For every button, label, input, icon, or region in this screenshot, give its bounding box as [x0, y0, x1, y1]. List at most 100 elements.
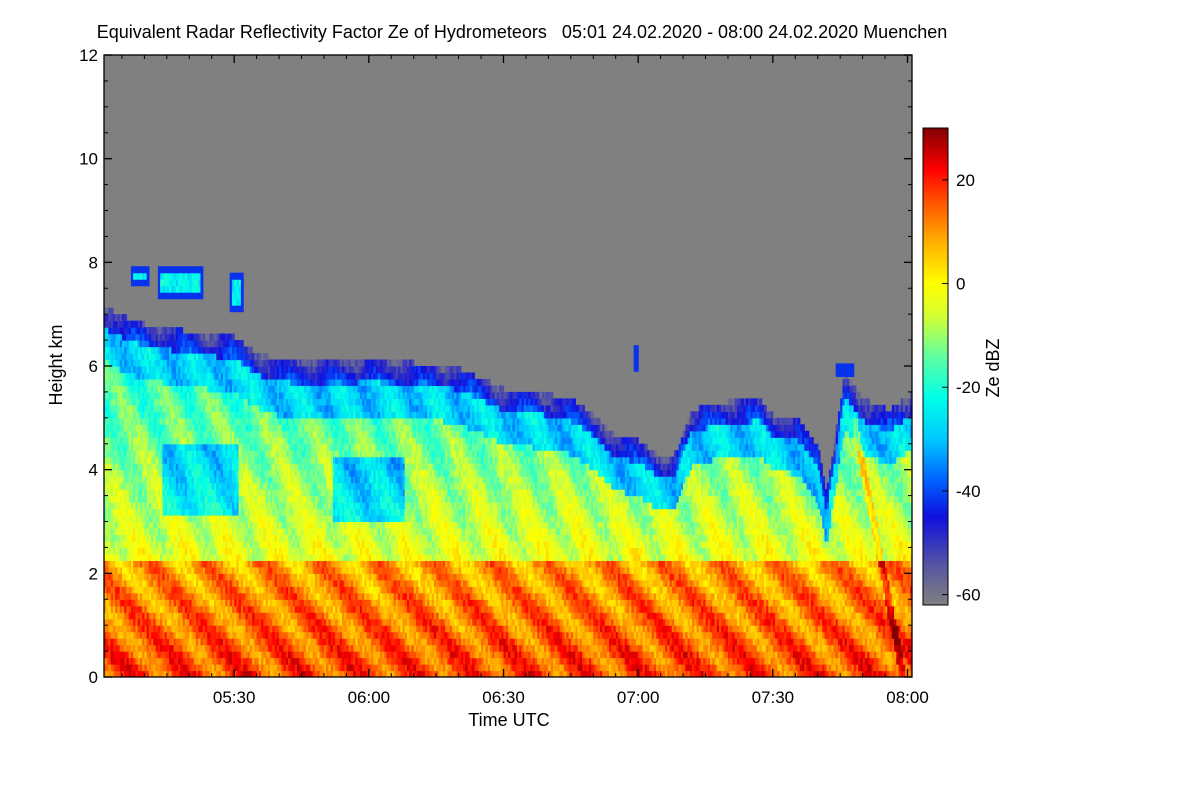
- echo-cell: [110, 605, 114, 613]
- echo-cell: [196, 385, 199, 393]
- echo-cell: [164, 534, 168, 542]
- echo-cell: [193, 605, 197, 613]
- echo-cell: [126, 340, 130, 348]
- echo-cell: [153, 579, 157, 587]
- echo-cell: [128, 372, 132, 380]
- echo-cell: [146, 469, 150, 477]
- echo-cell: [220, 398, 224, 406]
- echo-cell: [137, 527, 141, 536]
- echo-cell: [148, 366, 152, 374]
- echo-cell: [110, 670, 114, 677]
- echo-cell: [146, 417, 150, 425]
- echo-cell: [216, 366, 220, 374]
- echo-cell: [205, 573, 208, 581]
- echo-cell: [187, 573, 190, 581]
- echo-cell: [184, 670, 188, 677]
- echo-cell: [144, 385, 148, 393]
- echo-cell: [205, 385, 208, 393]
- echo-cell: [213, 625, 217, 633]
- echo-cell: [139, 327, 143, 335]
- echo-cell: [137, 579, 141, 587]
- echo-cell: [135, 333, 139, 341]
- echo-cell: [200, 411, 204, 419]
- echo-cell: [108, 547, 112, 555]
- echo-cell: [164, 391, 168, 399]
- echo-cell: [142, 489, 145, 497]
- echo-cell: [213, 502, 217, 510]
- echo-cell: [142, 553, 145, 561]
- echo-cell: [104, 385, 107, 393]
- echo-cell: [169, 495, 172, 503]
- echo-cell: [222, 586, 226, 594]
- echo-cell: [104, 307, 107, 315]
- echo-cell: [115, 417, 119, 425]
- echo-cell: [160, 540, 163, 549]
- echo-cell: [189, 495, 193, 503]
- echo-cell: [146, 521, 150, 529]
- echo-cell: [173, 430, 177, 438]
- echo-cell: [166, 521, 170, 529]
- echo-cell: [191, 612, 195, 620]
- echo-cell: [178, 353, 181, 361]
- echo-cell: [153, 638, 157, 646]
- echo-cell: [104, 495, 107, 503]
- echo-cell: [171, 482, 175, 490]
- echo-cell: [155, 586, 159, 594]
- echo-cell: [180, 385, 184, 393]
- echo-cell: [157, 599, 161, 607]
- echo-cell: [182, 515, 186, 523]
- echo-cell: [222, 566, 226, 574]
- echo-cell: [128, 573, 132, 581]
- echo-cell: [112, 327, 116, 335]
- echo-cell: [126, 489, 130, 497]
- echo-cell: [182, 573, 186, 581]
- echo-cell: [126, 372, 130, 380]
- echo-cell: [108, 404, 112, 412]
- echo-cell: [184, 404, 188, 412]
- echo-cell: [112, 521, 116, 529]
- echo-cell: [104, 346, 107, 354]
- echo-cell: [216, 417, 220, 425]
- echo-cell: [166, 359, 170, 367]
- echo-cell: [227, 553, 231, 561]
- echo-cell: [164, 437, 168, 445]
- echo-cell: [178, 489, 181, 497]
- echo-cell: [110, 592, 114, 600]
- echo-cell: [187, 385, 190, 393]
- echo-cell: [218, 346, 222, 354]
- echo-cell: [222, 424, 226, 432]
- echo-cell: [175, 651, 179, 659]
- echo-cell: [178, 670, 181, 677]
- echo-cell: [187, 515, 190, 523]
- echo-cell: [202, 592, 206, 600]
- echo-cell: [151, 366, 154, 374]
- echo-cell: [175, 612, 179, 620]
- echo-cell: [211, 417, 215, 425]
- echo-cell: [227, 638, 231, 646]
- echo-cell: [139, 592, 143, 600]
- echo-cell: [104, 553, 107, 561]
- echo-cell: [153, 366, 157, 374]
- echo-cell: [173, 327, 177, 335]
- echo-cell: [135, 508, 139, 516]
- echo-cell: [128, 553, 132, 561]
- echo-cell: [184, 346, 188, 354]
- echo-cell: [133, 586, 137, 594]
- echo-cell: [227, 651, 231, 659]
- echo-cell: [222, 378, 226, 387]
- echo-cell: [207, 638, 211, 646]
- echo-cell: [121, 372, 125, 380]
- echo-cell: [209, 644, 213, 652]
- echo-cell: [155, 346, 159, 354]
- echo-cell: [112, 476, 116, 484]
- echo-cell: [187, 340, 190, 348]
- echo-cell: [229, 638, 233, 646]
- echo-cell: [180, 521, 184, 529]
- echo-cell: [121, 534, 125, 542]
- echo-cell: [175, 456, 179, 464]
- echo-cell: [155, 573, 159, 581]
- echo-cell: [220, 592, 224, 600]
- echo-cell: [110, 502, 114, 510]
- echo-cell: [180, 657, 184, 665]
- echo-cell: [112, 527, 116, 536]
